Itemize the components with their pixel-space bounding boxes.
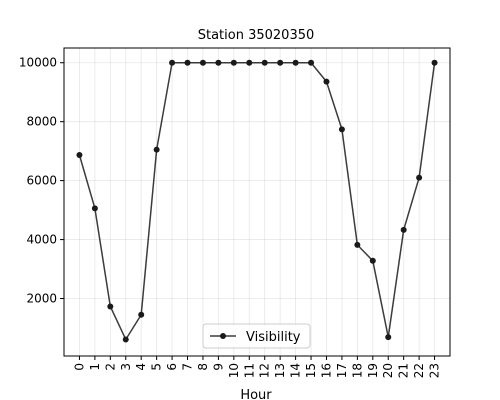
x-tick-label: 14 — [289, 363, 303, 378]
y-tick-label: 6000 — [26, 174, 57, 188]
data-point-hour-19 — [369, 257, 376, 264]
y-tick-label: 10000 — [19, 56, 57, 70]
x-tick-label: 16 — [319, 363, 333, 378]
data-point-hour-4 — [138, 311, 145, 318]
x-tick-label: 20 — [381, 363, 395, 378]
data-point-hour-8 — [199, 59, 206, 66]
data-point-hour-16 — [323, 78, 330, 85]
x-tick-label: 22 — [412, 363, 426, 378]
legend-box — [202, 323, 311, 349]
y-tick-label: 2000 — [26, 292, 57, 306]
x-tick-label: 12 — [258, 363, 272, 378]
x-tick-label: 8 — [196, 363, 210, 371]
data-point-hour-9 — [215, 59, 222, 66]
data-point-hour-0 — [76, 151, 83, 158]
data-point-hour-21 — [400, 226, 407, 233]
x-axis-ticks: 0 1 2 3 4 5 6 7 8 9 10 11 12 13 14 15 16 17 18 19 20 21 22 23 — [72, 356, 442, 378]
x-tick-label: 1 — [88, 363, 102, 371]
data-point-hour-6 — [169, 59, 176, 66]
x-tick-label: 17 — [335, 363, 349, 378]
y-tick-label: 4000 — [26, 233, 57, 247]
data-point-hour-23 — [431, 59, 438, 66]
series-points — [76, 59, 438, 343]
series-line-visibility — [78, 61, 436, 341]
data-point-hour-15 — [308, 59, 315, 66]
x-tick-label: 10 — [227, 363, 241, 378]
series-lines — [78, 61, 436, 341]
data-point-hour-11 — [246, 59, 253, 66]
data-point-hour-14 — [292, 59, 299, 66]
data-point-hour-13 — [277, 59, 284, 66]
chart-title: Station 35020350 — [198, 28, 315, 43]
x-tick-label: 3 — [119, 363, 133, 371]
plot-frame — [63, 47, 451, 357]
x-tick-label: 9 — [211, 363, 225, 371]
data-point-hour-7 — [184, 59, 191, 66]
data-point-hour-10 — [230, 59, 237, 66]
data-point-hour-22 — [416, 174, 423, 181]
x-tick-label: 15 — [304, 363, 318, 378]
data-point-hour-12 — [261, 59, 268, 66]
legend-marker-swatch — [220, 333, 226, 339]
x-tick-label: 11 — [242, 363, 256, 378]
x-tick-label: 4 — [134, 363, 148, 371]
x-tick-label: 21 — [397, 363, 411, 378]
data-point-hour-5 — [153, 146, 160, 153]
data-point-hour-17 — [338, 126, 345, 133]
x-tick-label: 18 — [350, 363, 364, 378]
y-tick-label: 8000 — [26, 115, 57, 129]
x-tick-label: 23 — [428, 363, 442, 378]
x-tick-label: 13 — [273, 363, 287, 378]
legend-label-visibility: Visibility — [246, 330, 301, 345]
x-tick-label: 19 — [366, 363, 380, 378]
x-tick-label: 2 — [103, 363, 117, 371]
x-tick-label: 5 — [150, 363, 164, 371]
x-axis-label: Hour — [240, 388, 272, 400]
y-axis-ticks: 2000 4000 6000 8000 10000 — [19, 56, 64, 306]
x-tick-label: 6 — [165, 363, 179, 371]
x-tick-label: 0 — [72, 363, 86, 371]
data-point-hour-20 — [385, 334, 392, 341]
x-tick-label: 7 — [181, 363, 195, 371]
data-point-hour-18 — [354, 241, 361, 248]
grid — [64, 48, 450, 356]
data-point-hour-3 — [122, 336, 129, 343]
data-point-hour-1 — [91, 205, 98, 212]
legend: Visibility — [202, 323, 311, 349]
data-point-hour-2 — [107, 303, 114, 310]
